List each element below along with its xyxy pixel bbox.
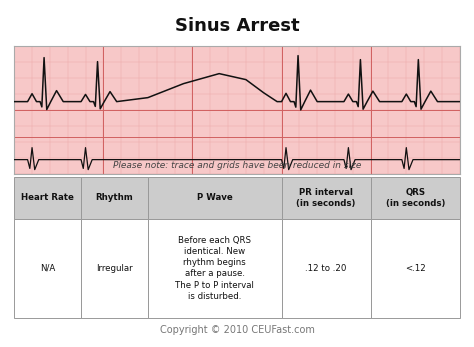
Text: Rhythm: Rhythm — [96, 194, 133, 202]
FancyBboxPatch shape — [282, 219, 371, 318]
Text: QRS
(in seconds): QRS (in seconds) — [385, 188, 445, 208]
FancyBboxPatch shape — [14, 219, 81, 318]
FancyBboxPatch shape — [81, 177, 148, 219]
Text: .12 to .20: .12 to .20 — [305, 264, 347, 273]
FancyBboxPatch shape — [14, 177, 81, 219]
Text: PR interval
(in seconds): PR interval (in seconds) — [296, 188, 356, 208]
FancyBboxPatch shape — [371, 219, 460, 318]
Text: Sinus Arrest: Sinus Arrest — [175, 17, 299, 35]
Text: Heart Rate: Heart Rate — [21, 194, 74, 202]
FancyBboxPatch shape — [81, 219, 148, 318]
Text: N/A: N/A — [40, 264, 55, 273]
Text: Before each QRS
identical. New
rhythm begins
after a pause.
The P to P interval
: Before each QRS identical. New rhythm be… — [175, 236, 254, 301]
FancyBboxPatch shape — [371, 177, 460, 219]
Text: <.12: <.12 — [405, 264, 426, 273]
Text: Please note: trace and grids have been reduced in size: Please note: trace and grids have been r… — [113, 161, 361, 170]
Text: Irregular: Irregular — [96, 264, 133, 273]
FancyBboxPatch shape — [148, 177, 282, 219]
Text: P Wave: P Wave — [197, 194, 233, 202]
Text: Copyright © 2010 CEUFast.com: Copyright © 2010 CEUFast.com — [160, 325, 314, 336]
FancyBboxPatch shape — [282, 177, 371, 219]
FancyBboxPatch shape — [148, 219, 282, 318]
